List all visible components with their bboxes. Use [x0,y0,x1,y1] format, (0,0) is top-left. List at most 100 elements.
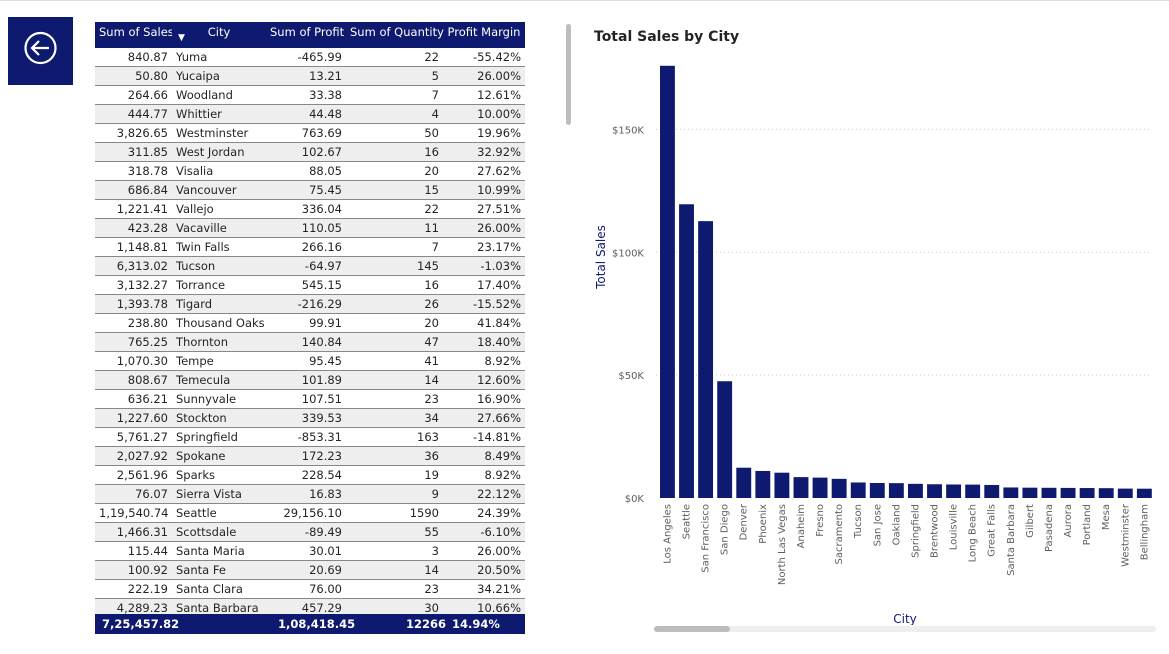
back-button[interactable] [8,17,73,85]
cell-sales: 808.67 [95,370,172,390]
header-profit-margin[interactable]: Profit Margin [443,22,525,48]
bar-great-falls[interactable] [984,484,1000,498]
x-tick-label: Anaheim [796,504,807,548]
bar-seattle[interactable] [679,204,694,498]
bar-springfield[interactable] [908,483,923,498]
cell-quantity: 22 [346,199,443,219]
cell-city: Vancouver [172,180,266,200]
cell-sales: 264.66 [95,85,172,105]
table-row[interactable]: 808.67 Temecula 101.89 14 12.60% [95,370,525,390]
table-row[interactable]: 1,466.31 Scottsdale -89.49 55 -6.10% [95,522,525,542]
table-row[interactable]: 1,070.30 Tempe 95.45 41 8.92% [95,351,525,371]
cell-margin: -14.81% [443,427,525,447]
bar-mesa[interactable] [1098,488,1114,498]
cell-city: Stockton [172,408,266,428]
table-row[interactable]: 115.44 Santa Maria 30.01 3 26.00% [95,541,525,561]
chart-horizontal-scroll-track[interactable] [654,626,1156,632]
cell-city: Twin Falls [172,237,266,257]
table-row[interactable]: 1,227.60 Stockton 339.53 34 27.66% [95,408,525,428]
bar-anaheim[interactable] [793,477,809,498]
x-tick-label: Denver [739,503,750,540]
cell-profit: 140.84 [266,332,346,352]
cell-quantity: 19 [346,465,443,485]
table-row[interactable]: 2,027.92 Spokane 172.23 36 8.49% [95,446,525,466]
table-row[interactable]: 264.66 Woodland 33.38 7 12.61% [95,85,525,105]
cell-profit: -64.97 [266,256,346,276]
bar-aurora[interactable] [1060,487,1076,498]
bar-sacramento[interactable] [831,478,847,498]
table-row[interactable]: 3,826.65 Westminster 763.69 50 19.96% [95,123,525,143]
table-body[interactable]: 840.87 Yuma -465.99 22 -55.42% 50.80 Yucaipa 13… [95,48,525,614]
bar-oakland[interactable] [888,483,904,498]
table-row[interactable]: 636.21 Sunnyvale 107.51 23 16.90% [95,389,525,409]
cell-city: Spokane [172,446,266,466]
table-row[interactable]: 318.78 Visalia 88.05 20 27.62% [95,161,525,181]
cell-city: Santa Clara [172,579,266,599]
bar-fresno[interactable] [812,477,828,498]
cell-city: West Jordan [172,142,266,162]
y-tick-label: $100K [612,248,644,259]
cell-sales: 318.78 [95,161,172,181]
header-city[interactable]: City ▼ [172,22,266,48]
cell-profit: 44.48 [266,104,346,124]
table-row[interactable]: 100.92 Santa Fe 20.69 14 20.50% [95,560,525,580]
cell-margin: 16.90% [443,389,525,409]
bar-brentwood[interactable] [927,484,942,498]
header-sum-of-sales[interactable]: Sum of Sales [95,22,174,48]
table-row[interactable]: 238.80 Thousand Oaks 99.91 20 41.84% [95,313,525,333]
bar-louisville[interactable] [946,484,962,498]
header-sum-of-quantity[interactable]: Sum of Quantity [346,22,444,48]
cell-city: Scottsdale [172,522,266,542]
cell-margin: 10.66% [443,598,525,614]
table-row[interactable]: 6,313.02 Tucson -64.97 145 -1.03% [95,256,525,276]
table-row[interactable]: 2,561.96 Sparks 228.54 19 8.92% [95,465,525,485]
bar-portland[interactable] [1079,488,1095,498]
bar-pasadena[interactable] [1041,487,1057,498]
table-row[interactable]: 1,19,540.74 Seattle 29,156.10 1590 24.39% [95,503,525,523]
cell-profit: 20.69 [266,560,346,580]
cell-margin: -6.10% [443,522,525,542]
cell-profit: 228.54 [266,465,346,485]
cell-quantity: 23 [346,389,443,409]
table-row[interactable]: 1,221.41 Vallejo 336.04 22 27.51% [95,199,525,219]
table-row[interactable]: 311.85 West Jordan 102.67 16 32.92% [95,142,525,162]
cell-quantity: 3 [346,541,443,561]
cell-sales: 238.80 [95,313,172,333]
chart-horizontal-scrollbar[interactable] [654,626,730,632]
table-row[interactable]: 1,148.81 Twin Falls 266.16 7 23.17% [95,237,525,257]
bar-gilbert[interactable] [1022,487,1038,498]
table-row[interactable]: 222.19 Santa Clara 76.00 23 34.21% [95,579,525,599]
table-row[interactable]: 76.07 Sierra Vista 16.83 9 22.12% [95,484,525,504]
bar-bellingham[interactable] [1136,488,1152,498]
bar-tucson[interactable] [850,482,866,498]
x-tick-label: Seattle [682,504,693,539]
x-tick-label: Long Beach [968,504,979,562]
bar-north-las-vegas[interactable] [774,472,790,498]
bar-long-beach[interactable] [965,484,981,498]
table-row[interactable]: 5,761.27 Springfield -853.31 163 -14.81% [95,427,525,447]
table-row[interactable]: 444.77 Whittier 44.48 4 10.00% [95,104,525,124]
table-row[interactable]: 4,289.23 Santa Barbara 457.29 30 10.66% [95,598,525,614]
bar-westminster[interactable] [1117,488,1133,498]
bar-santa-barbara[interactable] [1003,487,1019,498]
table-row[interactable]: 423.28 Vacaville 110.05 11 26.00% [95,218,525,238]
cell-profit: 76.00 [266,579,346,599]
bar-san-francisco[interactable] [698,221,714,498]
cell-margin: 41.84% [443,313,525,333]
table-row[interactable]: 50.80 Yucaipa 13.21 5 26.00% [95,66,525,86]
table-row[interactable]: 686.84 Vancouver 75.45 15 10.99% [95,180,525,200]
cell-sales: 1,221.41 [95,199,172,219]
table-row[interactable]: 765.25 Thornton 140.84 47 18.40% [95,332,525,352]
bar-san-diego[interactable] [717,381,733,498]
header-sum-of-profit[interactable]: Sum of Profit [266,22,346,48]
table-row[interactable]: 840.87 Yuma -465.99 22 -55.42% [95,48,525,67]
cell-quantity: 50 [346,123,443,143]
table-row[interactable]: 3,132.27 Torrance 545.15 16 17.40% [95,275,525,295]
table-row[interactable]: 1,393.78 Tigard -216.29 26 -15.52% [95,294,525,314]
cell-profit: 107.51 [266,389,346,409]
bar-phoenix[interactable] [755,470,771,498]
bar-san-jose[interactable] [869,483,885,498]
bar-los-angeles[interactable] [660,65,675,498]
table-vertical-scrollbar[interactable] [566,24,571,125]
bar-denver[interactable] [736,467,752,498]
